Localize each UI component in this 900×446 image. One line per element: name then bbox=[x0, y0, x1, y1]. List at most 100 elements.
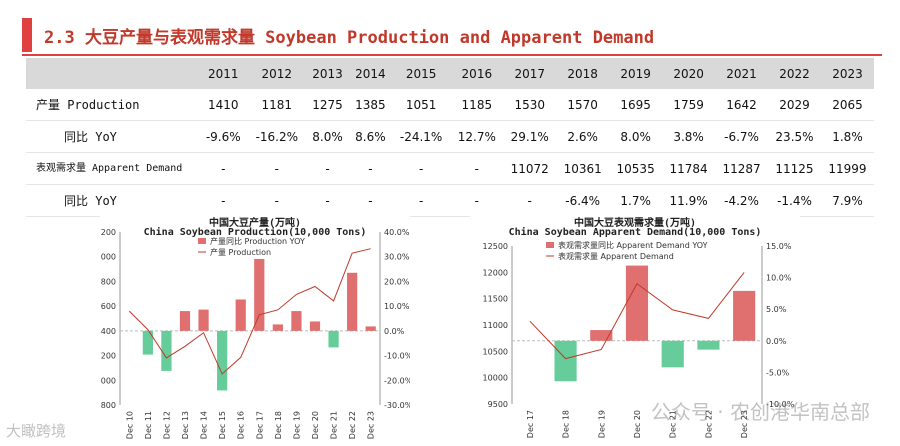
chart-bar bbox=[347, 272, 358, 331]
table-header-year: 2019 bbox=[609, 58, 663, 89]
table-header-year: 2018 bbox=[556, 58, 610, 89]
right-tick-label: 0.0% bbox=[766, 337, 787, 346]
table-cell: - bbox=[503, 184, 557, 217]
right-tick-label: 20.0% bbox=[384, 277, 410, 286]
table-header-year: 2021 bbox=[715, 58, 769, 89]
table-row: 同比 YoY -9.6% -16.2% 8.0% 8.6% -24.1% 12.7% 29.1… bbox=[26, 120, 874, 153]
left-tick-label: 1000 bbox=[100, 376, 116, 385]
table-cell: -9.6% bbox=[199, 120, 248, 153]
left-tick-label: 1200 bbox=[100, 352, 116, 361]
table-cell: 11784 bbox=[662, 152, 716, 185]
right-tick-label: -30.0% bbox=[384, 401, 410, 410]
table-cell: - bbox=[391, 152, 451, 185]
x-tick-label: Dec 20 bbox=[311, 411, 320, 439]
chart-bar bbox=[235, 299, 246, 331]
table-cell: 11287 bbox=[715, 152, 769, 185]
x-tick-label: Dec 14 bbox=[200, 411, 209, 439]
table-cell: - bbox=[391, 184, 451, 217]
table-cell: 8.6% bbox=[348, 120, 392, 153]
table-cell: 7.9% bbox=[820, 184, 874, 217]
left-tick-label: 800 bbox=[101, 401, 116, 410]
right-tick-label: -20.0% bbox=[384, 376, 410, 385]
table-header-year: 2016 bbox=[450, 58, 504, 89]
x-tick-label: Dec 12 bbox=[162, 411, 171, 439]
left-tick-label: 10500 bbox=[483, 347, 508, 356]
table-header-year: 2020 bbox=[662, 58, 716, 89]
table-cell: 1530 bbox=[503, 89, 557, 121]
table-cell: -1.4% bbox=[768, 184, 821, 217]
logo-text: 大瞰跨境 bbox=[6, 422, 67, 440]
left-tick-label: 12500 bbox=[483, 242, 508, 251]
table-row: 表观需求量 Apparent Demand - - - - - -11072 10361 105… bbox=[26, 152, 874, 185]
production-chart-svg: 800 1000 1200 1400 1600 1800 2000 2200 -30.0% -20… bbox=[100, 228, 410, 439]
x-tick-label: Dec 18 bbox=[562, 410, 571, 438]
chart-bar bbox=[328, 330, 339, 348]
x-tick-label: Dec 13 bbox=[181, 411, 190, 439]
table-cell: 2065 bbox=[820, 89, 874, 121]
right-tick-label: -10.0% bbox=[766, 400, 795, 409]
table-cell: 1642 bbox=[715, 89, 769, 121]
x-tick-label: Dec 22 bbox=[348, 411, 357, 439]
legend-line-label: 产量 Production bbox=[210, 247, 271, 257]
table-cell: 2029 bbox=[768, 89, 821, 121]
table-header-row: 2011 2012 2013 2014 2015 2016 2017 2018 2019 2020… bbox=[26, 58, 874, 89]
x-tick-label: Dec 22 bbox=[704, 410, 713, 438]
table-cell: -24.1% bbox=[391, 120, 451, 153]
slide-header: 2.3 大豆产量与表观需求量 Soybean Production and Ap… bbox=[0, 18, 900, 56]
x-tick-label: Dec 16 bbox=[237, 411, 246, 439]
table-cell: 1759 bbox=[662, 89, 716, 121]
right-tick-label: -5.0% bbox=[766, 368, 790, 377]
watermark-text: 公众号 · 农创港华南总部 bbox=[650, 400, 870, 424]
table-cell: -16.2% bbox=[247, 120, 307, 153]
table-cell: 11125 bbox=[768, 152, 821, 185]
demand-chart-title: 中国大豆表观需求量(万吨) bbox=[573, 218, 697, 229]
table-header-corner bbox=[26, 58, 199, 89]
table-cell: -6.4% bbox=[556, 184, 610, 217]
left-tick-label: 10000 bbox=[483, 374, 508, 383]
table-cell: 8.0% bbox=[306, 120, 349, 153]
table-header-year: 2017 bbox=[503, 58, 557, 89]
left-tick-label: 9500 bbox=[488, 400, 508, 409]
table-cell: 1410 bbox=[199, 89, 248, 121]
right-tick-label: 0.0% bbox=[384, 327, 405, 336]
table-header-year: 2013 bbox=[306, 58, 349, 89]
right-tick-label: 30.0% bbox=[384, 253, 410, 262]
chart-bar bbox=[625, 265, 649, 341]
chart-bar bbox=[365, 326, 376, 331]
table-cell: 1695 bbox=[609, 89, 663, 121]
x-tick-label: Dec 15 bbox=[218, 411, 227, 439]
x-tick-label: Dec 20 bbox=[633, 410, 642, 438]
x-tick-label: Dec 17 bbox=[255, 411, 264, 439]
x-tick-label: Dec 23 bbox=[740, 410, 749, 438]
x-tick-label: Dec 23 bbox=[367, 411, 376, 439]
table-row-label: 表观需求量 Apparent Demand bbox=[26, 152, 199, 185]
table-cell: 1181 bbox=[247, 89, 307, 121]
demand-chart: 中国大豆表观需求量(万吨) China Soybean Apparent Dem… bbox=[470, 212, 800, 446]
chart-bar bbox=[733, 290, 756, 341]
table-cell: 10361 bbox=[556, 152, 610, 185]
right-tick-label: 15.0% bbox=[766, 242, 792, 251]
left-tick-label: 11500 bbox=[483, 295, 508, 304]
legend-bar-swatch bbox=[546, 242, 554, 248]
chart-bar bbox=[661, 340, 684, 368]
table-row-label: 产量 Production bbox=[26, 89, 199, 121]
chart-bar bbox=[217, 330, 228, 391]
table-header-year: 2011 bbox=[199, 58, 248, 89]
table-cell: 1.8% bbox=[820, 120, 874, 153]
legend-line-label: 表观需求量 Apparent Demand bbox=[558, 251, 674, 261]
table-cell: 11072 bbox=[503, 152, 557, 185]
chart-series-line bbox=[529, 272, 745, 360]
table-cell: - bbox=[450, 152, 504, 185]
table-cell: - bbox=[348, 152, 392, 185]
table-row-label: 同比 YoY bbox=[26, 184, 199, 217]
right-tick-label: 10.0% bbox=[766, 274, 792, 283]
demand-chart-subtitle: China Soybean Apparent Demand(10,000 Ton… bbox=[508, 227, 762, 238]
chart-series-line bbox=[128, 248, 371, 375]
x-tick-label: Dec 21 bbox=[330, 411, 339, 439]
chart-bar bbox=[254, 258, 265, 331]
production-chart-subtitle: China Soybean Production(10,000 Tons) bbox=[143, 227, 367, 238]
table-cell: 1051 bbox=[391, 89, 451, 121]
table-cell: 10535 bbox=[609, 152, 663, 185]
table-cell: 8.0% bbox=[609, 120, 663, 153]
table-cell: 1385 bbox=[348, 89, 392, 121]
